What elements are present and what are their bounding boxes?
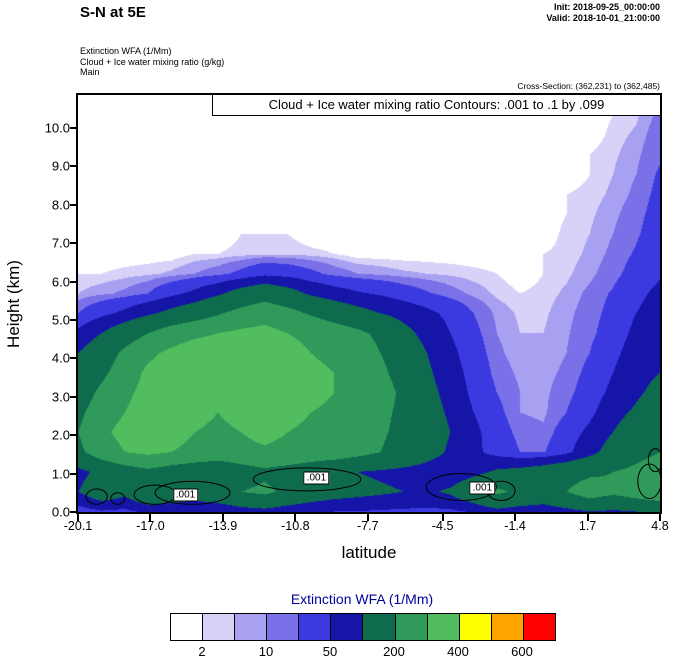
colorbar-tick-label: 10 [258, 644, 274, 659]
contour-field-canvas [78, 95, 660, 512]
mixing-ratio-contour-line [637, 463, 660, 500]
y-tick-label: 2.0 [51, 427, 70, 443]
x-tick-label: 4.8 [651, 519, 669, 533]
x-tick-mark [366, 514, 369, 521]
y-tick-mark [70, 242, 78, 245]
y-tick-label: 9.0 [51, 158, 70, 174]
y-tick-mark [70, 319, 78, 321]
colorbar-cell [171, 614, 204, 640]
contour-overlay [85, 448, 660, 505]
colorbar-cell [395, 614, 428, 640]
y-tick-mark [70, 511, 78, 513]
colorbar-tick-label: 2 [198, 644, 206, 659]
x-tick-mark [514, 514, 517, 521]
mixing-ratio-contour-line [85, 488, 108, 505]
y-tick-label: 0.0 [51, 504, 70, 520]
x-tick-mark [586, 514, 589, 521]
colorbar-title: Extinction WFA (1/Mm) [290, 591, 434, 607]
y-tick-mark [70, 280, 78, 283]
x-tick-mark [149, 514, 152, 521]
colorbar-tick-label: 200 [383, 644, 405, 659]
y-tick-label: 6.0 [51, 274, 70, 290]
colorbar-tick-label: 50 [322, 644, 338, 659]
y-tick-label: 10.0 [44, 120, 70, 136]
field-list: Extinction WFA (1/Mm) Cloud + Ice water … [80, 46, 224, 78]
y-tick-mark [70, 127, 78, 130]
y-tick-mark [70, 434, 78, 437]
y-tick-mark [70, 472, 78, 475]
model-domain-label: Main [80, 67, 100, 77]
contour-note: Cloud + Ice water mixing ratio Contours:… [212, 94, 661, 116]
y-tick-label: 4.0 [51, 350, 70, 366]
y-tick-label: 7.0 [51, 235, 70, 251]
x-tick-label: -7.7 [357, 519, 379, 533]
page-title: S-N at 5E [80, 4, 146, 21]
colorbar-tick-label: 400 [447, 644, 469, 659]
colorbar-tick-label: 600 [511, 644, 533, 659]
colorbar-cell [203, 614, 236, 640]
x-tick-label: -10.8 [281, 519, 310, 533]
x-tick-label: 1.7 [578, 519, 597, 533]
x-tick-mark [659, 514, 661, 521]
field-cloud-ice-label: Cloud + Ice water mixing ratio (g/kg) [80, 56, 225, 67]
y-tick-label: 3.0 [51, 389, 70, 405]
x-tick-mark [221, 514, 224, 521]
colorbar-cell [235, 614, 268, 640]
colorbar [170, 613, 556, 641]
x-tick-label: -20.1 [63, 519, 93, 533]
colorbar-cell [267, 614, 300, 640]
x-tick-label: -13.9 [208, 519, 238, 533]
colorbar-cell [427, 614, 460, 640]
mixing-ratio-contour-line [154, 480, 231, 505]
contour-value-label: .001 [303, 471, 330, 485]
contour-value-label: .001 [469, 481, 496, 495]
x-tick-mark [441, 514, 444, 521]
x-tick-label: -1.4 [504, 519, 526, 533]
colorbar-cell [523, 614, 555, 640]
y-axis-label: Height (km) [4, 260, 23, 348]
colorbar-cell [363, 614, 396, 640]
run-times: Init: 2018-09-25_00:00:00 Valid: 2018-10… [546, 2, 660, 24]
x-tick-label: -17.0 [136, 519, 165, 533]
plot-area: Cloud + Ice water mixing ratio Contours:… [76, 93, 662, 514]
y-tick-mark [70, 203, 78, 206]
mixing-ratio-contour-line [252, 467, 362, 492]
y-tick-label: 8.0 [51, 197, 70, 213]
valid-time: Valid: 2018-10-01_21:00:00 [546, 13, 660, 23]
field-extinction-label: Extinction WFA (1/Mm) [80, 46, 172, 56]
contour-value-label: .001 [172, 488, 199, 502]
init-time: Init: 2018-09-25_00:00:00 [553, 2, 660, 12]
colorbar-cell [331, 614, 364, 640]
mixing-ratio-contour-line [425, 473, 497, 501]
colorbar-cell [459, 614, 492, 640]
mixing-ratio-contour-line [110, 492, 126, 505]
y-tick-mark [70, 357, 78, 360]
y-tick-mark [70, 165, 78, 168]
mixing-ratio-contour-line [647, 448, 660, 473]
x-axis-label: latitude [341, 543, 397, 562]
y-tick-label: 1.0 [51, 466, 70, 482]
x-tick-mark [294, 514, 297, 521]
colorbar-cell [299, 614, 332, 640]
colorbar-cell [491, 614, 524, 640]
x-tick-label: -4.5 [431, 519, 454, 533]
x-tick-mark [77, 514, 79, 521]
y-tick-mark [70, 395, 78, 398]
y-tick-label: 5.0 [51, 312, 70, 328]
cross-section-label: Cross-Section: (362,231) to (362,485) [517, 81, 660, 91]
